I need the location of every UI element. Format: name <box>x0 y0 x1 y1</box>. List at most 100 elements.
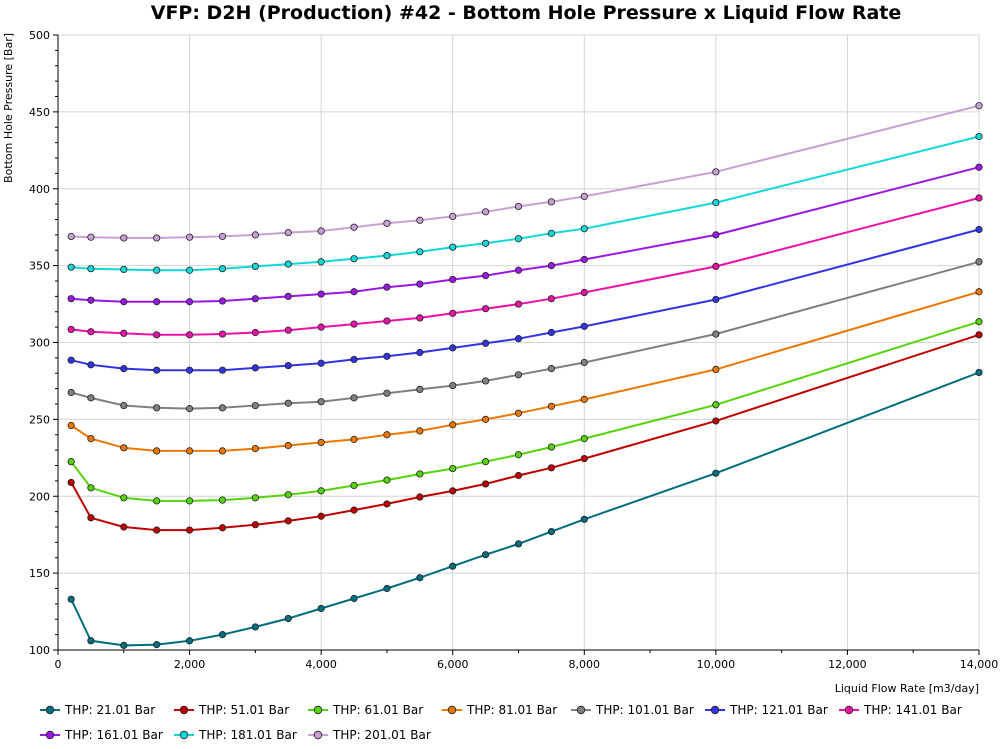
data-point <box>120 401 128 410</box>
data-point <box>251 494 259 502</box>
legend-swatch-marker <box>45 730 55 740</box>
data-point <box>975 194 983 202</box>
legend-item: THP: 141.01 Bar <box>839 703 962 717</box>
legend-label: THP: 201.01 Bar <box>332 728 431 742</box>
data-point <box>449 275 457 284</box>
data-point <box>317 512 325 520</box>
data-point <box>284 260 292 268</box>
legend-item: THP: 61.01 Bar <box>308 703 423 717</box>
grid <box>57 34 980 651</box>
data-point <box>416 493 424 501</box>
data-point <box>251 231 259 239</box>
data-point <box>120 641 128 649</box>
data-point <box>87 328 95 336</box>
data-point <box>547 402 555 410</box>
data-point <box>547 328 555 337</box>
y-axis-label: Bottom Hole Pressure [Bar] <box>2 33 15 183</box>
data-point <box>185 497 194 505</box>
data-point <box>153 366 161 374</box>
data-point <box>218 524 227 532</box>
data-point <box>317 359 325 367</box>
data-point <box>547 295 555 303</box>
data-point <box>251 328 259 337</box>
legend-item: THP: 81.01 Bar <box>442 703 557 717</box>
data-point <box>975 318 983 326</box>
legend-swatch-marker <box>179 705 189 715</box>
data-point <box>153 298 161 306</box>
legend-item: THP: 101.01 Bar <box>571 703 694 717</box>
data-point <box>87 484 95 492</box>
axes: 100 150 200 250 300 350 400 450 500 0 2,000 4,000 6,… <box>29 29 998 671</box>
data-point <box>87 265 95 273</box>
data-point <box>514 471 523 480</box>
y-tick-label: 200 <box>29 490 50 503</box>
data-point <box>284 228 292 237</box>
data-point <box>284 292 292 300</box>
data-point <box>383 500 391 508</box>
data-point <box>153 404 161 412</box>
data-point <box>416 427 424 435</box>
data-point <box>67 458 75 466</box>
data-point <box>153 266 161 274</box>
data-point <box>251 401 259 410</box>
data-point <box>317 438 325 447</box>
data-point <box>712 262 720 270</box>
data-point <box>514 409 523 417</box>
data-point <box>185 266 194 274</box>
data-point <box>350 394 358 402</box>
data-point <box>87 394 95 402</box>
data-point <box>120 329 128 337</box>
series-8 <box>67 163 983 306</box>
data-point <box>284 441 292 450</box>
data-point <box>975 163 983 171</box>
data-point <box>284 491 292 499</box>
x-tick-label: 10,000 <box>697 658 736 671</box>
legend-swatch-marker <box>576 705 586 715</box>
data-point <box>383 317 391 325</box>
legend-label: THP: 61.01 Bar <box>332 703 423 717</box>
data-point <box>218 404 227 412</box>
data-point <box>185 637 194 645</box>
data-point <box>251 364 259 372</box>
legend-label: THP: 181.01 Bar <box>198 728 297 742</box>
data-point <box>350 435 358 443</box>
y-tick-label: 100 <box>29 644 50 657</box>
data-point <box>712 401 720 409</box>
data-point <box>383 283 391 291</box>
legend-item: THP: 51.01 Bar <box>174 703 289 717</box>
series-5 <box>67 258 983 413</box>
data-point <box>449 309 457 317</box>
data-point <box>87 233 95 241</box>
series-line <box>71 135 980 272</box>
data-point <box>317 398 325 406</box>
data-point <box>580 225 588 233</box>
data-point <box>547 229 555 237</box>
data-point <box>350 355 358 364</box>
data-point <box>218 297 227 305</box>
data-point <box>317 323 325 331</box>
data-point <box>251 521 259 529</box>
data-point <box>350 288 358 296</box>
x-tick-label: 6,000 <box>437 658 469 671</box>
data-point <box>251 623 259 631</box>
x-tick-label: 12,000 <box>828 658 867 671</box>
data-point <box>67 478 75 487</box>
series-line <box>70 371 980 647</box>
data-point <box>580 515 588 523</box>
data-point <box>383 352 391 360</box>
data-point <box>580 322 588 330</box>
x-tick-label: 4,000 <box>305 658 337 671</box>
data-point <box>218 330 227 338</box>
legend-swatch-marker <box>710 705 720 715</box>
y-tick-label: 250 <box>29 413 50 426</box>
data-point <box>416 385 424 393</box>
y-tick-label: 350 <box>29 260 50 273</box>
data-point <box>350 255 358 263</box>
data-point <box>416 280 424 288</box>
data-point <box>547 365 555 373</box>
legend-item: THP: 21.01 Bar <box>40 703 155 717</box>
data-point <box>975 288 983 296</box>
data-point <box>218 265 227 273</box>
data-point <box>975 258 983 266</box>
